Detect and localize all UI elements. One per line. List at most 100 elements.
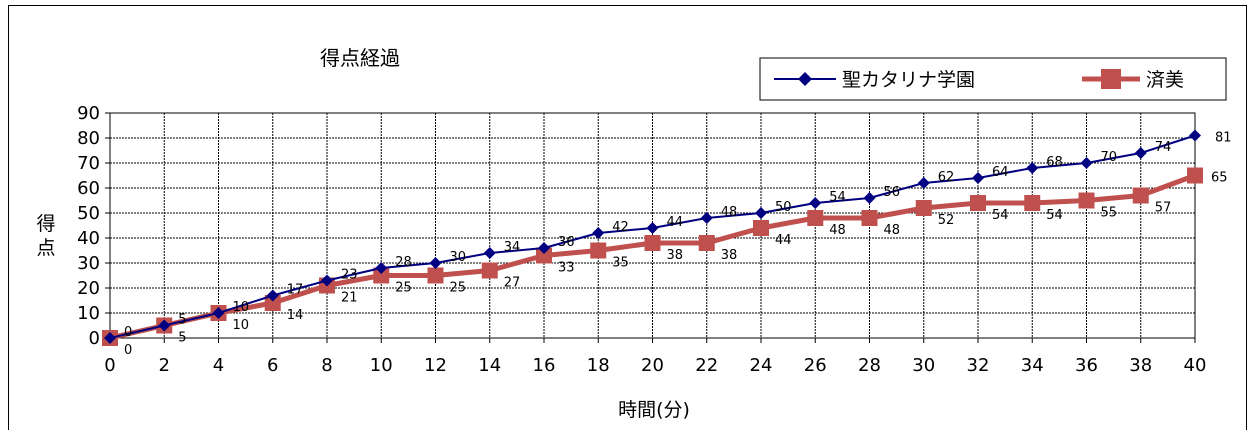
data-label: 34 [504,240,521,255]
x-tick-label: 6 [267,355,278,376]
data-label: 25 [450,281,467,296]
x-tick-label: 32 [967,355,990,376]
x-tick-label: 10 [370,355,393,376]
data-label: 44 [667,215,684,230]
legend-marker-diamond [798,72,812,86]
x-tick-label: 20 [641,355,664,376]
x-tick-label: 4 [213,355,224,376]
data-label: 62 [938,170,955,185]
data-label: 35 [612,256,629,271]
x-tick-label: 14 [478,355,501,376]
legend-marker-square [1101,69,1121,89]
data-point-diamond [158,319,171,332]
data-point-diamond [321,274,333,287]
data-label: 70 [1101,150,1118,165]
data-point-diamond [1189,129,1201,142]
x-tick-label: 36 [1075,355,1098,376]
data-point-square [807,210,824,226]
x-tick-label: 28 [858,355,881,376]
data-point-square [698,235,715,251]
data-label: 5 [178,331,186,346]
data-point-diamond [375,262,388,274]
data-point-square [1078,192,1095,209]
data-point-diamond [1026,162,1039,174]
y-tick-label: 0 [89,328,100,349]
data-label: 50 [775,200,792,215]
x-tick-label: 34 [1021,355,1044,376]
data-label: 56 [884,185,901,200]
data-label: 5 [178,313,186,328]
data-point-diamond [429,257,442,269]
data-point-diamond [863,192,876,204]
y-tick-label: 20 [77,278,100,299]
legend-items: 聖カタリナ学園 済美 [774,69,1184,91]
data-label: 0 [124,343,132,358]
data-point-square [644,235,661,251]
legend-box [759,57,1227,101]
data-point-diamond [700,212,713,224]
data-point-square [861,210,878,226]
x-tick-label: 8 [321,355,332,376]
chart-title: 得点経過 [320,46,400,70]
data-label: 54 [1046,208,1063,223]
data-label: 64 [992,165,1009,180]
data-label: 74 [1155,140,1172,155]
data-label: 48 [721,205,738,220]
data-point-diamond [266,289,279,302]
legend: 聖カタリナ学園 済美 [759,57,1227,101]
data-label: 10 [233,318,250,333]
data-label: 48 [884,223,901,238]
x-tick-label: 22 [695,355,718,376]
series-layer [102,129,1203,346]
data-label: 14 [287,308,304,323]
data-label: 28 [395,255,412,270]
data-point-square [536,247,552,264]
y-tick-label: 50 [77,203,100,224]
x-tick-label: 40 [1184,355,1207,376]
x-tick-label: 12 [424,355,447,376]
data-point-diamond [972,172,984,184]
data-label: 54 [829,190,846,205]
data-label: 68 [1046,155,1063,170]
x-tick-label: 2 [159,355,170,376]
data-point-diamond [1134,147,1147,159]
data-point-diamond [755,207,767,219]
data-label: 23 [341,268,358,283]
data-point-square [590,242,607,259]
x-tick-label: 26 [804,355,827,376]
y-tick-label: 80 [77,128,100,149]
y-tick-label: 60 [77,178,100,199]
data-point-square [970,195,986,211]
data-point-square [373,267,390,284]
data-label: 0 [124,325,132,340]
x-tick-label: 30 [912,355,935,376]
data-label: 52 [938,213,955,228]
data-point-square [427,267,444,284]
data-label: 44 [775,233,792,248]
data-label: 36 [558,235,575,250]
x-tick-label: 24 [750,355,773,376]
data-label: 27 [504,276,521,291]
data-point-diamond [809,197,822,209]
data-point-diamond [917,177,930,189]
data-label: 21 [341,291,358,306]
data-label: 65 [1211,171,1228,186]
data-point-diamond [212,307,225,319]
data-label: 10 [233,300,250,315]
y-tick-label: 10 [77,303,100,324]
data-point-diamond [483,247,496,259]
data-point-square [264,295,281,311]
data-point-square [1132,187,1149,204]
x-tick-label: 38 [1129,355,1152,376]
y-tick-label: 90 [77,103,100,124]
x-tick-label: 0 [104,355,115,376]
x-tick-label: 16 [533,355,556,376]
data-label: 54 [992,208,1009,223]
data-label: 55 [1101,206,1118,221]
data-label: 48 [829,223,846,238]
data-point-diamond [646,222,659,234]
data-point-square [753,220,769,236]
data-label: 30 [450,250,467,265]
